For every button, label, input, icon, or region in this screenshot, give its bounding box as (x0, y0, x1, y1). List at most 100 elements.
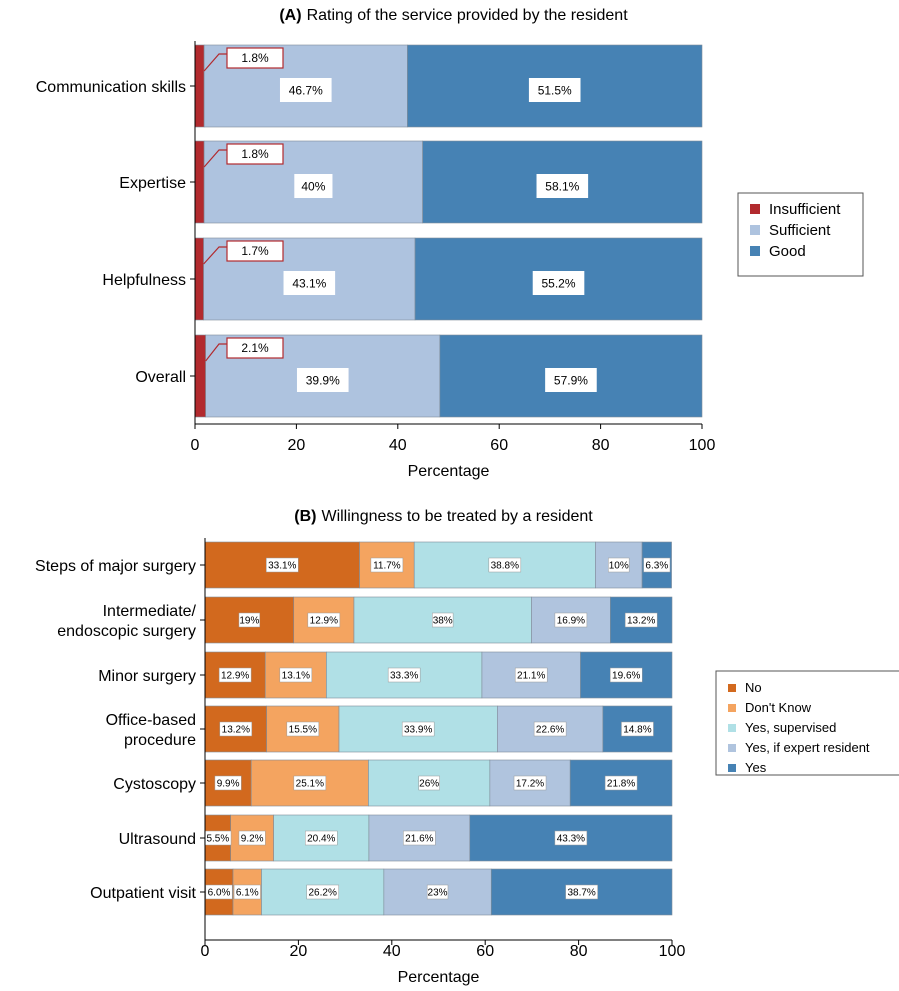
data-label: 6.3% (645, 561, 668, 572)
data-label: 21.1% (517, 671, 545, 682)
category-label: Helpfulness (102, 272, 186, 289)
data-label-box (226, 143, 284, 165)
category-label-line: Steps of major surgery (35, 558, 196, 575)
category-label-line: Minor surgery (98, 668, 196, 685)
category-label: Intermediate/endoscopic surgery (57, 603, 196, 640)
data-label-box (488, 557, 522, 573)
category-label-line: Cystoscopy (113, 776, 196, 793)
legend-swatch (728, 744, 736, 752)
bar-segment (194, 334, 206, 418)
data-label-box (307, 612, 341, 628)
x-tick-label: 100 (659, 943, 686, 960)
category-label: Office-based procedure (106, 712, 197, 749)
data-label: 2.1% (241, 341, 269, 355)
category-label: Cystoscopy (113, 776, 196, 793)
bar-segment (194, 237, 204, 321)
data-label-box (387, 667, 421, 683)
data-label: 10% (609, 561, 629, 572)
data-label-box (305, 830, 338, 846)
data-label-box (296, 368, 349, 392)
legend-swatch (728, 764, 736, 772)
data-label-box (286, 721, 320, 737)
data-label-box (370, 557, 404, 573)
category-label-line: procedure (124, 732, 196, 749)
category-label-line: Expertise (119, 175, 186, 192)
category-label-line: Outpatient visit (90, 885, 196, 902)
data-label: 43.1% (292, 276, 326, 290)
x-tick-label: 20 (290, 943, 308, 960)
data-label: 9.2% (241, 834, 264, 845)
chart-title-text: Willingness to be treated by a resident (321, 508, 593, 525)
data-label-box (554, 612, 588, 628)
category-label-line: Communication skills (36, 79, 186, 96)
x-tick-label: 60 (476, 943, 494, 960)
data-label: 1.8% (241, 147, 269, 161)
chart-panel-0: (A) Rating of the service provided by the… (36, 7, 864, 480)
category-label: Outpatient visit (90, 885, 196, 902)
data-label: 58.1% (545, 179, 579, 193)
data-label: 1.8% (241, 51, 269, 65)
data-label-box (238, 612, 261, 628)
legend-entry: Yes (745, 760, 767, 775)
data-label: 6.0% (208, 888, 231, 899)
data-label: 43.3% (557, 834, 585, 845)
data-label-box (219, 721, 253, 737)
data-label: 19% (239, 616, 259, 627)
chart-title: (B) Willingness to be treated by a reside… (294, 508, 593, 525)
legend-swatch (728, 704, 736, 712)
chart-title: (A) Rating of the service provided by the… (279, 7, 628, 24)
x-tick-label: 40 (389, 437, 407, 454)
data-label: 33.9% (404, 725, 432, 736)
legend-box (715, 670, 899, 776)
callout-line (205, 343, 227, 362)
bar-segment (194, 140, 205, 224)
data-label-box (533, 721, 567, 737)
data-label-box (306, 884, 339, 900)
data-label: 38% (433, 616, 453, 627)
data-label-box (218, 667, 252, 683)
data-label: 5.5% (206, 834, 229, 845)
data-label: 12.9% (221, 671, 249, 682)
category-label-line: endoscopic surgery (57, 623, 196, 640)
data-label: 1.7% (241, 244, 269, 258)
data-label: 46.7% (289, 83, 323, 97)
data-label: 26% (419, 779, 439, 790)
data-label: 19.6% (612, 671, 640, 682)
data-label: 39.9% (306, 373, 340, 387)
data-label: 11.7% (373, 561, 401, 572)
data-label: 57.9% (554, 373, 588, 387)
data-label-box (279, 667, 313, 683)
category-label-line: Intermediate/ (103, 603, 197, 620)
data-label-box (226, 337, 284, 359)
data-label-box (554, 830, 588, 846)
data-label: 13.1% (282, 671, 310, 682)
data-label: 40% (301, 179, 325, 193)
data-label-box (532, 271, 585, 295)
x-tick-label: 40 (383, 943, 401, 960)
data-label-box (233, 884, 261, 900)
panel-label: (A) (279, 7, 301, 24)
legend-entry: Insufficient (769, 201, 841, 218)
data-label-box (545, 368, 597, 392)
callout-line (203, 53, 227, 72)
x-tick-label: 0 (191, 437, 200, 454)
data-label: 21.6% (405, 834, 433, 845)
data-label: 14.8% (623, 725, 651, 736)
data-label: 22.6% (536, 725, 564, 736)
legend-swatch (750, 246, 760, 256)
data-label-box (565, 884, 598, 900)
data-label-box (536, 174, 589, 198)
bar-segment (204, 541, 360, 589)
data-label: 21.8% (607, 779, 635, 790)
category-label: Steps of major surgery (35, 558, 196, 575)
data-label-box (426, 884, 449, 900)
data-label: 33.3% (390, 671, 418, 682)
data-label: 33.1% (268, 561, 296, 572)
data-label-box (226, 47, 284, 69)
legend-entry: Don't Know (745, 700, 812, 715)
panel-label: (B) (294, 508, 316, 525)
legend-entry: Yes, if expert resident (745, 740, 870, 755)
legend-swatch (750, 225, 760, 235)
data-label: 9.9% (217, 779, 240, 790)
category-label: Expertise (119, 175, 186, 192)
